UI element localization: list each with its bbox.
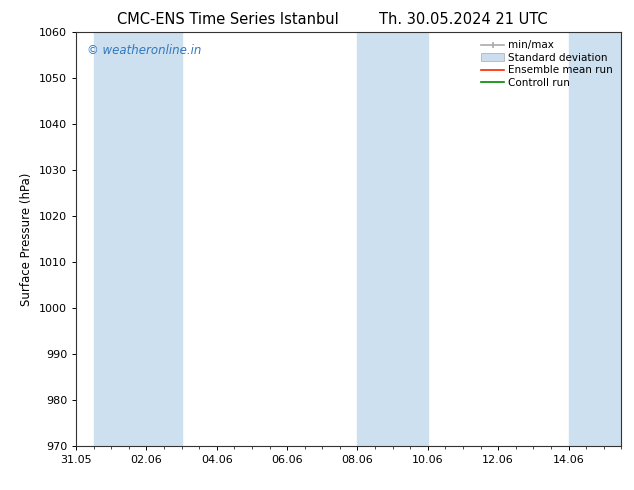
Legend: min/max, Standard deviation, Ensemble mean run, Controll run: min/max, Standard deviation, Ensemble me… — [478, 37, 616, 91]
Bar — [94, 32, 181, 446]
Bar — [358, 32, 428, 446]
Y-axis label: Surface Pressure (hPa): Surface Pressure (hPa) — [20, 172, 34, 306]
Text: CMC-ENS Time Series Istanbul: CMC-ENS Time Series Istanbul — [117, 12, 339, 27]
Bar — [569, 32, 621, 446]
Text: Th. 30.05.2024 21 UTC: Th. 30.05.2024 21 UTC — [378, 12, 547, 27]
Text: © weatheronline.in: © weatheronline.in — [87, 44, 202, 57]
